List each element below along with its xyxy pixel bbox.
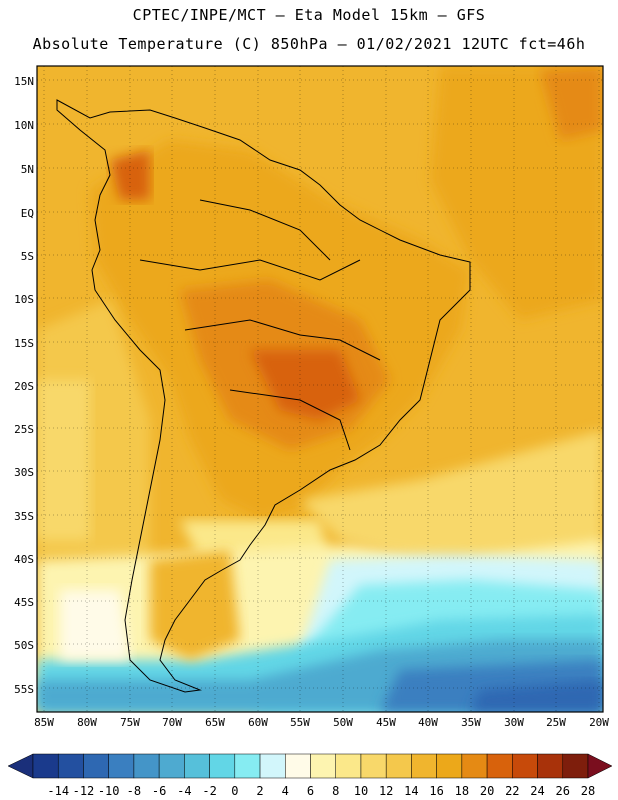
colorbar-swatch bbox=[360, 753, 387, 779]
colorbar-swatch bbox=[57, 753, 84, 779]
lon-label: 65W bbox=[205, 716, 225, 729]
plot-frame bbox=[36, 65, 604, 713]
colorbar-swatch bbox=[411, 753, 437, 779]
colorbar-swatch bbox=[310, 753, 336, 779]
colorbar-label: -8 bbox=[126, 784, 142, 798]
colorbar-swatch bbox=[184, 753, 210, 779]
colorbar-label: -12 bbox=[72, 784, 95, 798]
colorbar bbox=[7, 753, 613, 779]
lat-label: 50S bbox=[14, 639, 34, 652]
lon-label: 35W bbox=[461, 716, 481, 729]
lat-label: 35S bbox=[14, 510, 34, 523]
lon-label: 40W bbox=[418, 716, 438, 729]
colorbar-under-arrow bbox=[7, 753, 34, 779]
lat-label: 15N bbox=[14, 75, 34, 88]
lon-label: 60W bbox=[248, 716, 268, 729]
temperature-field bbox=[37, 66, 603, 712]
colorbar-swatch bbox=[562, 753, 589, 779]
colorbar-label: -10 bbox=[97, 784, 120, 798]
colorbar-label: 22 bbox=[505, 784, 520, 798]
colorbar-swatch bbox=[486, 753, 513, 779]
colorbar-label: 12 bbox=[378, 784, 394, 798]
lat-label: 25S bbox=[14, 423, 34, 436]
lat-label: 30S bbox=[14, 466, 34, 479]
colorbar-label: 2 bbox=[256, 784, 264, 798]
lat-label: 45S bbox=[14, 596, 34, 609]
lon-label: 85W bbox=[34, 716, 54, 729]
colorbar-swatch bbox=[158, 753, 185, 779]
colorbar-swatch bbox=[83, 753, 109, 779]
colorbar-label: -6 bbox=[151, 784, 167, 798]
colorbar-label: 18 bbox=[454, 784, 470, 798]
colorbar-label: 28 bbox=[580, 784, 596, 798]
lat-label: 20S bbox=[14, 380, 34, 393]
colorbar-label: 6 bbox=[306, 784, 315, 798]
colorbar-swatch bbox=[461, 753, 488, 779]
colorbar-label: 8 bbox=[332, 784, 340, 798]
lat-label: 10N bbox=[14, 119, 34, 132]
colorbar-label: -14 bbox=[47, 784, 70, 798]
colorbar-swatch bbox=[259, 753, 286, 779]
title-line-2: Absolute Temperature (C) 850hPa – 01/02/… bbox=[32, 35, 586, 53]
colorbar-swatch bbox=[385, 753, 412, 779]
lon-label: 80W bbox=[77, 716, 97, 729]
lon-label: 30W bbox=[504, 716, 524, 729]
lat-label: 10S bbox=[14, 293, 34, 306]
lat-label: 40S bbox=[14, 553, 34, 566]
lon-label: 20W bbox=[589, 716, 609, 729]
colorbar-label: 14 bbox=[404, 784, 419, 798]
colorbar-label: -4 bbox=[177, 784, 192, 798]
colorbar-swatch bbox=[108, 753, 135, 779]
colorbar-label: 10 bbox=[353, 784, 369, 798]
colorbar-swatch bbox=[537, 753, 564, 779]
colorbar-over-arrow bbox=[587, 753, 613, 779]
lat-label: 5N bbox=[20, 163, 34, 176]
lat-label: 15S bbox=[14, 337, 34, 350]
lat-label: EQ bbox=[20, 207, 34, 220]
colorbar-swatch bbox=[285, 753, 311, 779]
lon-label: 45W bbox=[376, 716, 396, 729]
lat-label: 5S bbox=[20, 250, 34, 263]
colorbar-label: 26 bbox=[555, 784, 570, 798]
colorbar-label: 4 bbox=[281, 784, 289, 798]
lon-label: 70W bbox=[162, 716, 182, 729]
colorbar-swatch bbox=[133, 753, 160, 779]
lon-label: 75W bbox=[120, 716, 140, 729]
title-line-1: CPTEC/INPE/MCT – Eta Model 15km – GFS bbox=[132, 6, 486, 24]
colorbar-label: 24 bbox=[530, 784, 545, 798]
colorbar-label: 0 bbox=[231, 784, 239, 798]
colorbar-swatch bbox=[335, 753, 362, 779]
colorbar-label: 20 bbox=[479, 784, 495, 798]
colorbar-swatch bbox=[32, 753, 59, 779]
coastline bbox=[56, 99, 471, 693]
colorbar-swatch bbox=[512, 753, 538, 779]
lat-label: 55S bbox=[14, 683, 34, 696]
colorbar-swatch bbox=[209, 753, 236, 779]
colorbar-swatch bbox=[436, 753, 463, 779]
colorbar-label: 16 bbox=[429, 784, 444, 798]
colorbar-label: -2 bbox=[202, 784, 217, 798]
lon-label: 50W bbox=[333, 716, 353, 729]
colorbar-swatch bbox=[234, 753, 261, 779]
lon-label: 25W bbox=[546, 716, 566, 729]
lon-label: 55W bbox=[290, 716, 310, 729]
